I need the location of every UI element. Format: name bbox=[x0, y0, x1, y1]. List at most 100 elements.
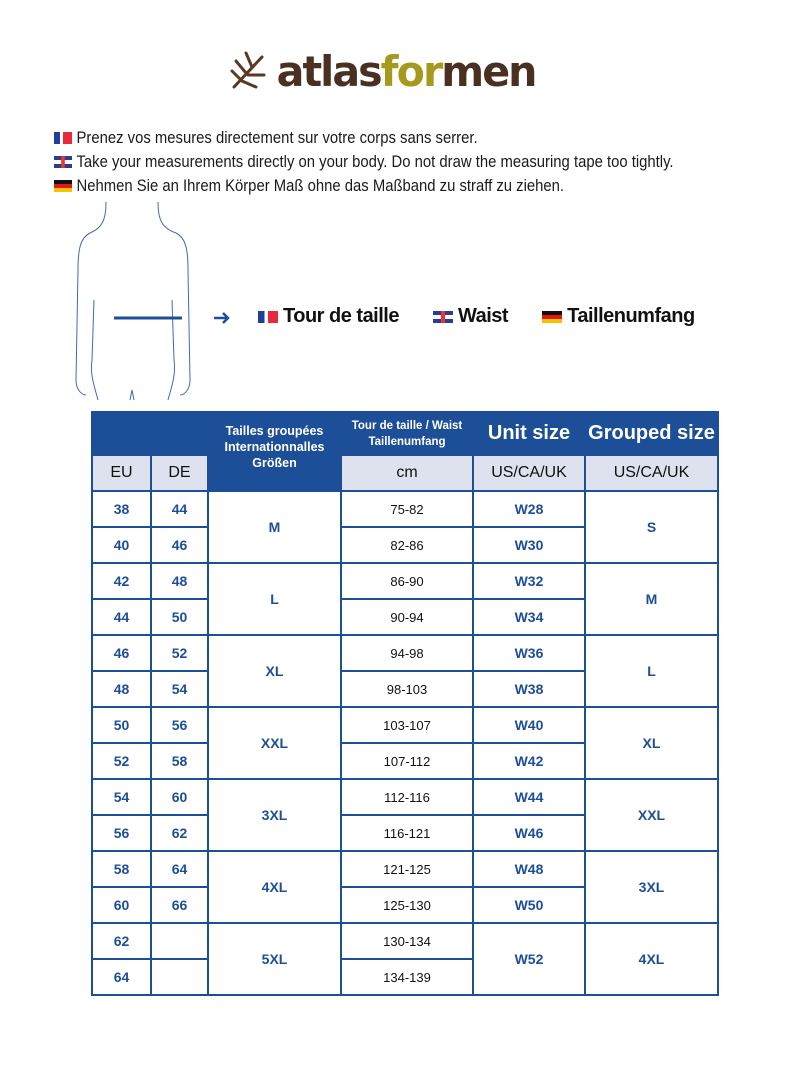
unit-size-cell: W34 bbox=[472, 598, 586, 636]
waist-cm-cell: 90-94 bbox=[340, 598, 474, 636]
france-flag-icon bbox=[258, 310, 278, 323]
unit-size-cell: W42 bbox=[472, 742, 586, 780]
uk-flag-icon bbox=[432, 310, 453, 323]
waist-cm-cell: 116-121 bbox=[340, 814, 474, 852]
unit-size-cell: W40 bbox=[472, 706, 586, 744]
eu-size-cell: 44 bbox=[91, 598, 152, 636]
de-size-cell: 66 bbox=[150, 886, 209, 924]
header-unit-size: Unit size bbox=[472, 411, 586, 456]
waist-cm-cell: 121-125 bbox=[340, 850, 474, 888]
waist-cm-cell: 130-134 bbox=[340, 922, 474, 960]
eu-size-cell: 42 bbox=[91, 562, 152, 600]
de-size-cell bbox=[150, 922, 209, 960]
intl-group-cell: 4XL bbox=[207, 850, 342, 924]
waist-cm-cell: 134-139 bbox=[340, 958, 474, 996]
intl-group-cell: XL bbox=[207, 634, 342, 708]
eu-size-cell: 64 bbox=[91, 958, 152, 996]
instructions: Prenez vos mesures directement sur votre… bbox=[54, 126, 674, 198]
us-group-cell: S bbox=[584, 490, 719, 564]
header-eu: EU bbox=[91, 454, 152, 492]
logo-text: atlasformen bbox=[276, 46, 538, 96]
unit-size-cell: W46 bbox=[472, 814, 586, 852]
header-grouped-size: Grouped size bbox=[584, 411, 719, 456]
de-size-cell: 50 bbox=[150, 598, 209, 636]
de-size-cell: 48 bbox=[150, 562, 209, 600]
waist-cm-cell: 112-116 bbox=[340, 778, 474, 816]
waist-cm-cell: 75-82 bbox=[340, 490, 474, 528]
de-size-cell: 64 bbox=[150, 850, 209, 888]
table-row: 58 64 4XL 121-125 W48 3XL bbox=[91, 850, 719, 924]
de-size-cell: 58 bbox=[150, 742, 209, 780]
de-size-cell bbox=[150, 958, 209, 996]
waist-cm-cell: 107-112 bbox=[340, 742, 474, 780]
eu-size-cell: 50 bbox=[91, 706, 152, 744]
eu-size-cell: 52 bbox=[91, 742, 152, 780]
measure-labels: Tour de taille Waist Taillenumfang bbox=[258, 305, 695, 328]
unit-size-cell: W32 bbox=[472, 562, 586, 600]
unit-size-cell: W50 bbox=[472, 886, 586, 924]
table-row: 46 52 XL 94-98 W36 L bbox=[91, 634, 719, 708]
table-row: 64 134-139 bbox=[91, 958, 718, 996]
brand-logo: atlasformen bbox=[226, 46, 538, 96]
germany-flag-icon bbox=[542, 310, 563, 323]
de-size-cell: 46 bbox=[150, 526, 209, 564]
intl-group-cell: 3XL bbox=[207, 778, 342, 852]
de-size-cell: 44 bbox=[150, 490, 209, 528]
table-row: 54 60 3XL 112-116 W44 XXL bbox=[91, 778, 719, 852]
de-size-cell: 54 bbox=[150, 670, 209, 708]
us-group-cell: 4XL bbox=[584, 922, 719, 996]
table-row: 48 54 98-103 W38 bbox=[91, 670, 718, 708]
waist-cm-cell: 103-107 bbox=[340, 706, 474, 744]
de-size-cell: 62 bbox=[150, 814, 209, 852]
us-group-cell: XXL bbox=[584, 778, 719, 852]
intl-group-cell: XXL bbox=[207, 706, 342, 780]
unit-size-cell: W44 bbox=[472, 778, 586, 816]
instruction-fr: Prenez vos mesures directement sur votre… bbox=[54, 126, 674, 150]
table-row: 50 56 XXL 103-107 W40 XL bbox=[91, 706, 719, 780]
table-row: 40 46 82-86 W30 bbox=[91, 526, 718, 564]
intl-group-cell: 5XL bbox=[207, 922, 342, 996]
de-size-cell: 60 bbox=[150, 778, 209, 816]
france-flag-icon bbox=[54, 132, 72, 144]
header-waist: Tour de taille / Waist Taillenumfang bbox=[340, 411, 474, 456]
size-table: Tailles groupées Internationnalles Größe… bbox=[91, 411, 719, 996]
de-size-cell: 52 bbox=[150, 634, 209, 672]
unit-size-cell: W36 bbox=[472, 634, 586, 672]
us-group-cell: M bbox=[584, 562, 719, 636]
intl-group-cell: L bbox=[207, 562, 342, 636]
header-blank bbox=[91, 411, 209, 456]
header-us-grouped: US/CA/UK bbox=[584, 454, 719, 492]
table-row: 42 48 L 86-90 W32 M bbox=[91, 562, 719, 636]
arrow-right-icon bbox=[214, 312, 230, 324]
table-row: 38 44 M 75-82 W28 S bbox=[91, 490, 719, 564]
eu-size-cell: 54 bbox=[91, 778, 152, 816]
uk-flag-icon bbox=[54, 156, 72, 168]
eu-size-cell: 40 bbox=[91, 526, 152, 564]
unit-size-cell: W52 bbox=[472, 922, 586, 996]
unit-size-cell: W48 bbox=[472, 850, 586, 888]
de-size-cell: 56 bbox=[150, 706, 209, 744]
header-us-unit: US/CA/UK bbox=[472, 454, 586, 492]
table-row: 44 50 90-94 W34 bbox=[91, 598, 718, 636]
table-row: 62 5XL 130-134 W52 4XL bbox=[91, 922, 719, 996]
table-row: 56 62 116-121 W46 bbox=[91, 814, 718, 852]
table-row: 60 66 125-130 W50 bbox=[91, 886, 718, 924]
intl-group-cell: M bbox=[207, 490, 342, 564]
table-row: 52 58 107-112 W42 bbox=[91, 742, 718, 780]
waist-cm-cell: 98-103 bbox=[340, 670, 474, 708]
waist-cm-cell: 86-90 bbox=[340, 562, 474, 600]
leaf-logo-icon bbox=[230, 51, 266, 89]
unit-size-cell: W28 bbox=[472, 490, 586, 528]
us-group-cell: XL bbox=[584, 706, 719, 780]
instruction-de: Nehmen Sie an Ihrem Körper Maß ohne das … bbox=[54, 174, 674, 198]
us-group-cell: 3XL bbox=[584, 850, 719, 924]
eu-size-cell: 58 bbox=[91, 850, 152, 888]
header-cm: cm bbox=[340, 454, 474, 492]
eu-size-cell: 38 bbox=[91, 490, 152, 528]
germany-flag-icon bbox=[54, 180, 72, 192]
header-grouped-intl: Tailles groupées Internationnalles Größe… bbox=[207, 411, 342, 492]
us-group-cell: L bbox=[584, 634, 719, 708]
waist-cm-cell: 125-130 bbox=[340, 886, 474, 924]
header-de: DE bbox=[150, 454, 209, 492]
body-outline-illustration bbox=[75, 201, 230, 400]
